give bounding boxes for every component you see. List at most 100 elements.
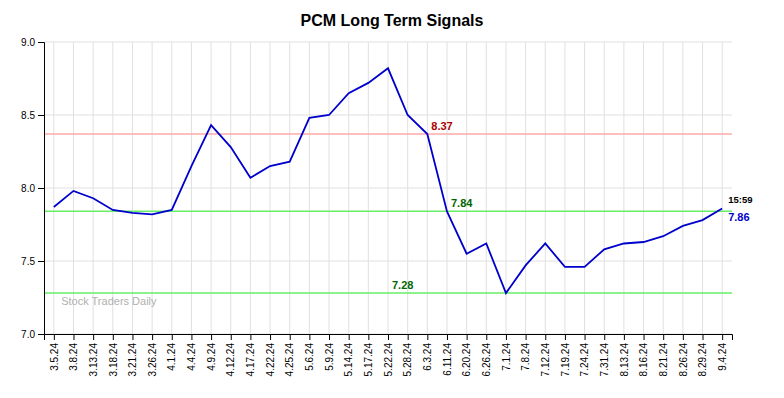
tick-mark [73, 334, 74, 340]
tick: 9.4.24 [717, 334, 728, 371]
tick-label: 8.13.24 [619, 343, 630, 377]
axis-line [45, 335, 733, 341]
grid-line [486, 42, 487, 334]
tick-label: 5.17.24 [363, 343, 374, 377]
tick-mark [172, 334, 173, 340]
grid-line [152, 42, 153, 334]
tick-mark [113, 334, 114, 340]
grid-line [171, 42, 172, 334]
tick-mark [290, 334, 291, 340]
tick-mark [585, 334, 586, 340]
tick: 5.14.24 [343, 334, 354, 376]
tick: 4.12.24 [225, 334, 236, 376]
tick: 3.18.24 [108, 334, 119, 376]
tick-mark [447, 334, 448, 340]
tick-label: 3.13.24 [88, 343, 99, 377]
grid-line [702, 42, 703, 334]
tick: 8.21.24 [658, 334, 669, 376]
tick-label: 8.26.24 [678, 343, 689, 377]
tick-mark [231, 334, 232, 340]
tick-label: 4.4.24 [186, 343, 197, 371]
tick-label: 6.3.24 [422, 343, 433, 371]
tick-mark [388, 334, 389, 340]
tick-label: 3.21.24 [127, 343, 138, 377]
tick: 8.16.24 [638, 334, 649, 376]
tick-label: 8.16.24 [638, 343, 649, 377]
tick-mark [38, 115, 44, 116]
grid-line [388, 42, 389, 334]
tick-label: 3.18.24 [108, 343, 119, 377]
tick-mark [152, 334, 153, 340]
tick: 7.5 [21, 256, 44, 267]
tick: 7.12.24 [540, 334, 551, 376]
tick: 8.5 [21, 110, 44, 121]
tick-label: 9.4.24 [717, 343, 728, 371]
tick-label: 3.26.24 [147, 343, 158, 377]
annotations: 8.377.847.2815:597.86Stock Traders Daily [61, 120, 752, 307]
tick-mark [722, 334, 723, 340]
tick: 3.5.24 [49, 334, 60, 371]
marks [44, 68, 732, 293]
grid-line [112, 42, 113, 334]
tick: 6.20.24 [461, 334, 472, 376]
tick: 5.28.24 [402, 334, 413, 376]
plot: 7.07.58.08.59.03.5.243.8.243.13.243.18.2… [21, 37, 752, 377]
tick-label: 7.8.24 [520, 343, 531, 371]
tick: 7.31.24 [599, 334, 610, 376]
grid-line [368, 42, 369, 334]
tick-label: 8.29.24 [697, 343, 708, 377]
grid-line [584, 42, 585, 334]
tick-mark [38, 334, 44, 335]
reference-line [44, 211, 732, 213]
tick-mark [329, 334, 330, 340]
tick-mark [663, 334, 664, 340]
tick: 8.26.24 [678, 334, 689, 376]
y-axis: 7.07.58.08.59.0 [21, 37, 44, 340]
tick-label: 7.12.24 [540, 343, 551, 377]
tick-mark [38, 188, 44, 189]
tick-mark [349, 334, 350, 340]
grid-line [309, 42, 310, 334]
reference-label: 7.84 [451, 197, 473, 209]
reference-line [44, 292, 732, 294]
tick: 7.1.24 [501, 334, 512, 371]
grid-line [348, 42, 349, 334]
grid-line [329, 42, 330, 334]
grid-line [427, 42, 428, 334]
grid-line [250, 42, 251, 334]
tick-mark [132, 334, 133, 340]
tick-label: 7.0 [21, 329, 35, 340]
tick-mark [368, 334, 369, 340]
grid-line [230, 42, 231, 334]
tick-label: 4.22.24 [265, 343, 276, 377]
grid-line [270, 42, 271, 334]
tick-label: 4.25.24 [284, 343, 295, 377]
tick-mark [565, 334, 566, 340]
tick: 4.17.24 [245, 334, 256, 376]
tick: 8.29.24 [697, 334, 708, 376]
tick-label: 7.24.24 [579, 343, 590, 377]
tick-mark [309, 334, 310, 340]
tick-label: 6.20.24 [461, 343, 472, 377]
grid-line [466, 42, 467, 334]
grid-line [545, 42, 546, 334]
tick-label: 5.9.24 [324, 343, 335, 371]
tick-label: 7.5 [21, 256, 35, 267]
tick: 4.25.24 [284, 334, 295, 376]
tick-label: 5.14.24 [343, 343, 354, 377]
grid-line [132, 42, 133, 334]
grid-line [525, 42, 526, 334]
tick-mark [408, 334, 409, 340]
tick-label: 9.0 [21, 37, 35, 48]
tick-mark [604, 334, 605, 340]
tick: 7.8.24 [520, 334, 531, 371]
tick: 4.9.24 [206, 334, 217, 371]
grid-line [682, 42, 683, 334]
tick: 5.9.24 [324, 334, 335, 371]
tick: 5.17.24 [363, 334, 374, 376]
grid-line [211, 42, 212, 334]
tick-mark [38, 42, 44, 43]
tick-mark [703, 334, 704, 340]
grid-line [53, 42, 54, 334]
grid-line [73, 42, 74, 334]
